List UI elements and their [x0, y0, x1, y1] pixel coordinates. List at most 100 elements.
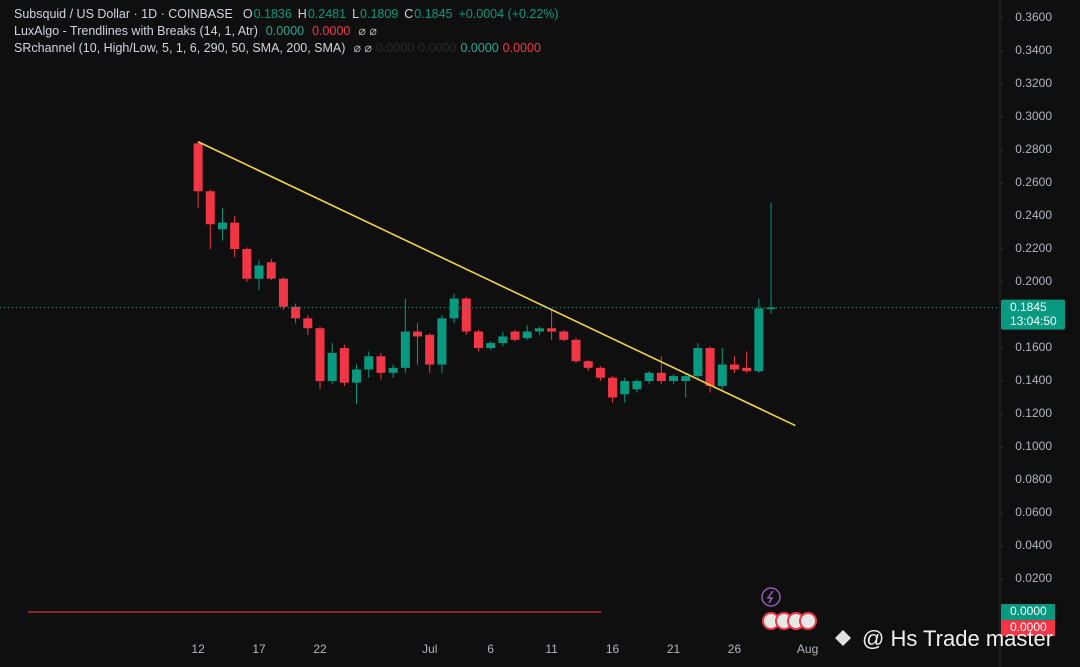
y-tick-label: 0.2800	[1015, 142, 1052, 156]
candle-body	[754, 308, 764, 372]
indicator-price-label: 0.0000	[1010, 620, 1047, 634]
ohlc-key: O	[243, 7, 253, 21]
ohlc-value: 0.1809	[360, 7, 398, 21]
legend-header: Subsquid / US Dollar · 1D · COINBASE O0.1…	[14, 7, 559, 21]
y-tick-label: 0.3600	[1015, 10, 1052, 24]
candle-body	[278, 278, 288, 307]
candle-body	[327, 352, 337, 382]
watermark: @ Hs Trade master	[862, 626, 1053, 651]
candle-body	[449, 298, 459, 319]
indicator-price-box	[1001, 604, 1055, 621]
y-tick-label: 0.3000	[1015, 109, 1052, 123]
x-tick-label: 21	[667, 642, 681, 656]
candle-body	[193, 143, 203, 192]
candle-body	[352, 369, 362, 383]
x-tick-label: 26	[728, 642, 742, 656]
candle-body	[498, 336, 508, 344]
ohlc-key: L	[352, 7, 359, 21]
candle-body	[437, 318, 447, 365]
y-tick-label: 0.2400	[1015, 208, 1052, 222]
watermark-logo	[835, 630, 851, 646]
x-tick-label: 6	[487, 642, 494, 656]
y-tick-label: 0.0600	[1015, 505, 1052, 519]
candle-body	[717, 364, 727, 386]
candle-body	[608, 377, 618, 398]
candle-body	[425, 334, 435, 365]
indicator-value: 0.0000	[312, 24, 350, 38]
candle-body	[559, 331, 569, 340]
x-tick-label: Aug	[797, 642, 818, 656]
y-tick-label: 0.1400	[1015, 373, 1052, 387]
indicator-name: LuxAlgo - Trendlines with Breaks (14, 1,…	[14, 24, 258, 38]
candle-body	[339, 348, 349, 383]
indicator-name: SRchannel (10, High/Low, 5, 1, 6, 290, 5…	[14, 41, 345, 55]
x-tick-label: 22	[313, 642, 327, 656]
x-tick-label: 12	[191, 642, 205, 656]
candle-body	[632, 381, 642, 390]
candle-body	[315, 328, 325, 382]
indicator-icons: ⌀ ⌀	[353, 41, 372, 55]
candle-body	[729, 364, 739, 370]
indicator-value: 0.0000	[266, 24, 304, 38]
candle-body	[254, 265, 264, 279]
x-tick-label: 11	[545, 642, 558, 656]
candle-body	[571, 339, 581, 362]
indicator-icons: ⌀ ⌀	[358, 24, 377, 38]
indicator-value: 0.0000	[460, 41, 498, 55]
candle-body	[486, 343, 496, 349]
y-tick-label: 0.2200	[1015, 241, 1052, 255]
candle-body	[656, 372, 666, 382]
candle-body	[534, 328, 544, 332]
y-tick-label: 0.2000	[1015, 274, 1052, 288]
indicator-legend: LuxAlgo - Trendlines with Breaks (14, 1,…	[14, 24, 377, 38]
last-price-label: 0.1845	[1010, 300, 1047, 314]
candle-body	[583, 361, 593, 368]
ohlc-value: 0.2481	[308, 7, 346, 21]
candle-body	[266, 262, 276, 279]
y-tick-label: 0.3200	[1015, 76, 1052, 90]
candle-body	[644, 372, 654, 382]
x-tick-label: Jul	[422, 642, 437, 656]
indicator-value: 0.0000	[376, 41, 414, 55]
candle-body	[413, 331, 423, 337]
candle-body	[473, 331, 483, 349]
candle-body	[400, 331, 410, 368]
indicator-legend: SRchannel (10, High/Low, 5, 1, 6, 290, 5…	[14, 41, 541, 55]
ohlc-value: 0.1836	[254, 7, 292, 21]
x-tick-label: 17	[252, 642, 266, 656]
indicator-price-label: 0.0000	[1010, 604, 1047, 618]
candle-body	[522, 331, 532, 339]
candle-body	[230, 222, 240, 250]
indicator-value: 0.0000	[418, 41, 456, 55]
candle-body	[461, 298, 471, 332]
candle-body	[388, 367, 398, 373]
title: Subsquid / US Dollar · 1D · COINBASE	[14, 7, 233, 21]
y-tick-label: 0.1200	[1015, 406, 1052, 420]
candle-body	[595, 367, 605, 378]
y-tick-label: 0.1000	[1015, 439, 1052, 453]
candle-body	[620, 381, 630, 395]
candle-body	[242, 249, 252, 279]
candle-body	[205, 191, 215, 225]
indicator-price-box	[1001, 620, 1055, 637]
ohlc-key: H	[298, 7, 307, 21]
y-tick-label: 0.0400	[1015, 538, 1052, 552]
y-tick-label: 0.3400	[1015, 43, 1052, 57]
y-tick-label: 0.1600	[1015, 340, 1052, 354]
candle-body	[681, 376, 691, 382]
x-tick-label: 16	[606, 642, 620, 656]
candle-body	[364, 356, 374, 370]
ohlc-key: C	[404, 7, 413, 21]
candle-body	[693, 348, 703, 377]
candle-body	[303, 318, 313, 329]
trendline	[197, 141, 796, 427]
candle-body	[766, 307, 776, 310]
indicator-value: 0.0000	[503, 41, 541, 55]
last-price-box	[1001, 299, 1065, 330]
candle-body	[510, 331, 520, 340]
candle-body	[547, 328, 557, 332]
candle-body	[669, 376, 679, 382]
candle-body	[376, 356, 386, 373]
